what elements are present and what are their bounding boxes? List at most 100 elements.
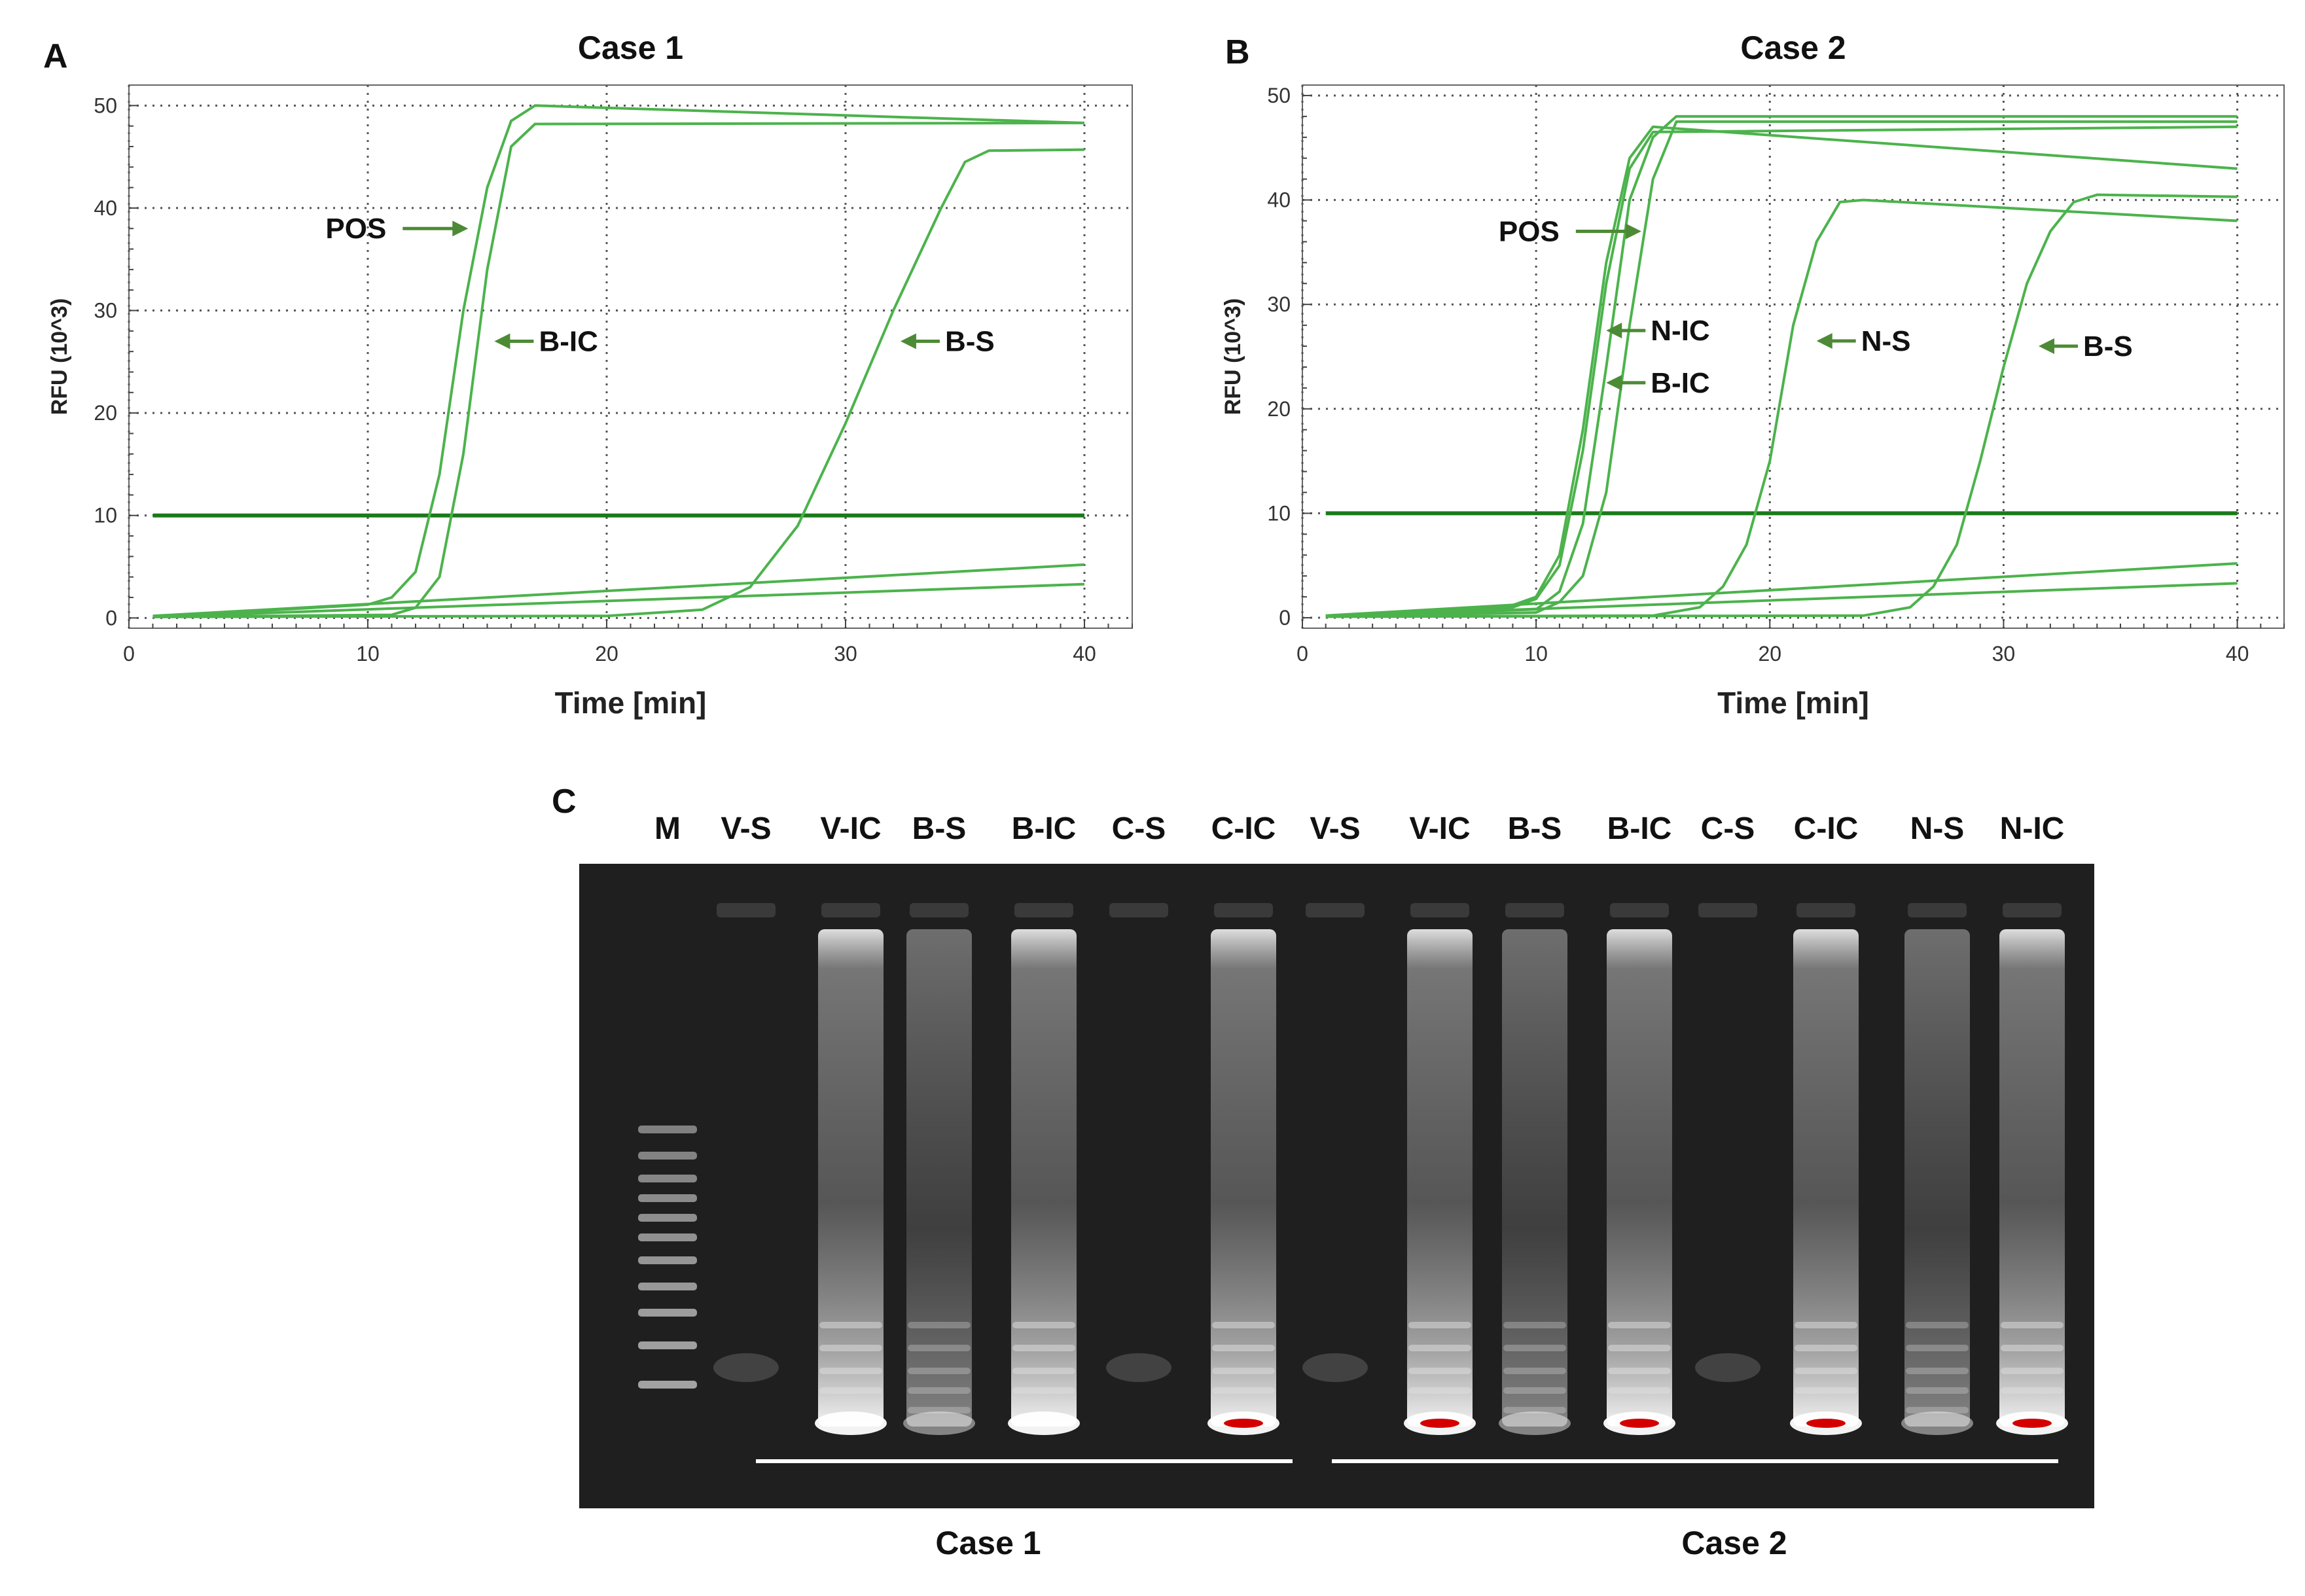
lane-label: B-IC: [1607, 811, 1672, 846]
annotation-pos: POS: [325, 213, 469, 245]
x-tick-label: 10: [1524, 642, 1548, 665]
lane-label: B-IC: [1012, 811, 1077, 846]
y-axis-title: RFU (10^3): [1221, 298, 1245, 416]
chart-title: Case 1: [578, 29, 683, 66]
lane-smear: [1207, 929, 1279, 1435]
lane-label: B-S: [1508, 811, 1562, 846]
x-tick-label: 30: [834, 642, 857, 665]
series-line-6: [1325, 193, 2238, 618]
svg-text:N-IC: N-IC: [1651, 315, 1709, 347]
chart-case-1: 0 10 20 30 40 0 10 20 30 40 50 Case 1 Time [min] RFU …: [47, 29, 1133, 720]
x-tick-label: 20: [595, 642, 618, 665]
gel-well: [1306, 903, 1365, 917]
gel-well: [1698, 903, 1757, 917]
x-tick-label: 20: [1758, 642, 1781, 665]
lane-label: B-S: [912, 811, 967, 846]
lane-label: V-S: [1310, 811, 1360, 846]
gel-well: [1014, 903, 1073, 917]
annotation-pos: POS: [1499, 215, 1641, 247]
lane-smear: [1404, 929, 1476, 1435]
chart-case-2: 0 10 20 30 40 0 10 20 30 40 50 Case 2 Time [min] RFU …: [1221, 29, 2285, 720]
plot-area: [128, 84, 1133, 629]
lane-label: V-IC: [1409, 811, 1470, 846]
y-tick-label: 20: [94, 401, 117, 425]
lane-smear: [1603, 929, 1675, 1435]
lane-smear: [1996, 929, 2068, 1435]
annotation-n-s: N-S: [1816, 325, 1911, 357]
y-tick-label: 0: [1279, 606, 1291, 630]
svg-text:B-S: B-S: [2083, 330, 2133, 363]
gel-well: [1505, 903, 1564, 917]
x-tick-label: 40: [2226, 642, 2249, 665]
lane-label: N-IC: [2000, 811, 2065, 846]
svg-text:N-S: N-S: [1861, 325, 1911, 357]
svg-text:B-IC: B-IC: [539, 326, 598, 358]
y-tick-label: 20: [1267, 397, 1291, 421]
series-line-1: [152, 104, 1085, 618]
panel-label-c: C: [552, 783, 577, 821]
chart-title: Case 2: [1740, 29, 1846, 66]
annotation-b-s: B-S: [900, 326, 995, 358]
y-tick-label: 10: [1267, 501, 1291, 525]
svg-text:B-S: B-S: [945, 326, 995, 358]
lane-label: C-S: [1112, 811, 1166, 846]
y-tick-label: 50: [94, 94, 117, 117]
x-axis-title: Time [min]: [555, 686, 707, 720]
y-tick-label: 50: [1267, 84, 1291, 107]
faint-spot: [1695, 1353, 1760, 1382]
series-line-5: [1325, 198, 2238, 618]
x-tick-label: 0: [123, 642, 135, 665]
gel-well: [1796, 903, 1855, 917]
gel-image: [579, 864, 2094, 1508]
svg-text:POS: POS: [325, 213, 386, 245]
gel-well: [910, 903, 969, 917]
lane-label: C-IC: [1794, 811, 1859, 846]
series-line-2: [152, 121, 1085, 618]
y-tick-label: 30: [1267, 293, 1291, 316]
gel-well: [1214, 903, 1273, 917]
series-line-1: [1325, 125, 2238, 618]
annotation-b-ic: B-IC: [1606, 367, 1710, 399]
panel-label-b: B: [1225, 33, 1250, 71]
series-line-5: [152, 582, 1085, 618]
series-line-3: [152, 148, 1085, 618]
lane-label: V-S: [721, 811, 771, 846]
series-line-8: [1325, 582, 2238, 618]
x-tick-label: 40: [1073, 642, 1096, 665]
y-axis-title: RFU (10^3): [47, 298, 72, 416]
annotation-b-s: B-S: [2039, 330, 2133, 363]
x-tick-label: 0: [1296, 642, 1308, 665]
lane-smear: [1499, 929, 1571, 1435]
y-tick-label: 0: [105, 606, 117, 630]
panel-label-a: A: [43, 37, 68, 75]
lane-smear: [903, 929, 975, 1435]
series-line-7: [1325, 562, 2238, 617]
gel-well: [2003, 903, 2062, 917]
gel-well: [1610, 903, 1669, 917]
faint-spot: [713, 1353, 779, 1382]
gel-well: [717, 903, 776, 917]
gel-well: [1908, 903, 1967, 917]
faint-spot: [1106, 1353, 1171, 1382]
faint-spot: [1302, 1353, 1368, 1382]
gel-case-1-label: Case 1: [935, 1525, 1041, 1561]
lane-label: C-IC: [1211, 811, 1276, 846]
gel-well: [1410, 903, 1469, 917]
y-tick-label: 40: [94, 196, 117, 220]
lane-smear: [1008, 929, 1080, 1435]
gel-case-2-label: Case 2: [1681, 1525, 1787, 1561]
x-tick-label: 30: [1992, 642, 2016, 665]
annotation-b-ic: B-IC: [494, 326, 598, 358]
gel-lanes: [638, 903, 2068, 1463]
y-tick-label: 40: [1267, 188, 1291, 212]
svg-text:POS: POS: [1499, 215, 1560, 247]
lane-smear: [1901, 929, 1973, 1435]
x-axis-title: Time [min]: [1717, 686, 1869, 720]
lane-smear: [1790, 929, 1862, 1435]
lane-label: C-S: [1701, 811, 1755, 846]
annotation-n-ic: N-IC: [1606, 315, 1710, 347]
gel-well: [821, 903, 880, 917]
series-line-4: [152, 563, 1085, 618]
plot-area: [1302, 84, 2285, 629]
gel-well: [1109, 903, 1168, 917]
